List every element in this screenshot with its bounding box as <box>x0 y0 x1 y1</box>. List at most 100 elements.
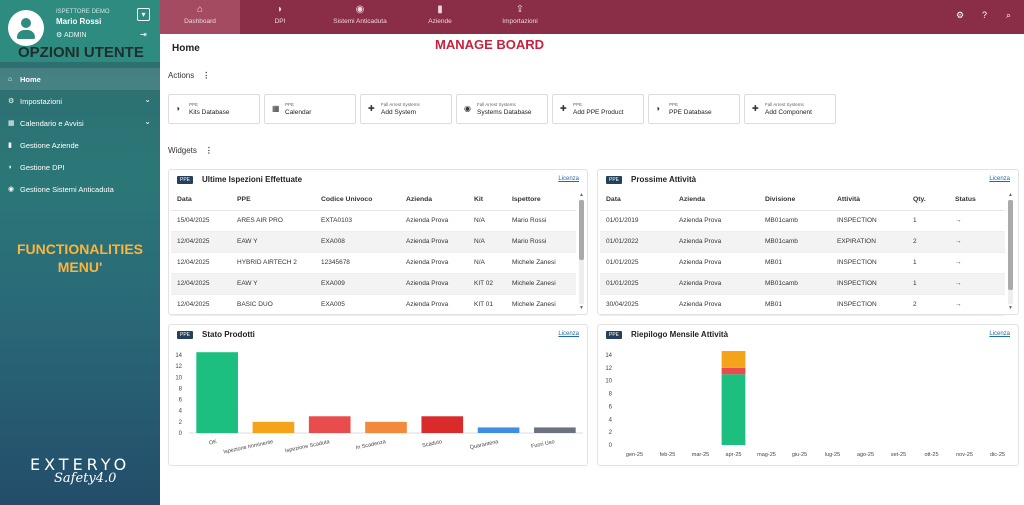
column-header[interactable]: Ispettore <box>506 190 576 211</box>
table-cell: EXA009 <box>315 273 400 295</box>
sidebar-item-home[interactable]: ⌂ Home <box>0 68 160 90</box>
scroll-up-icon[interactable]: ▲ <box>579 192 584 198</box>
table-row[interactable]: 01/01/2019 Azienda Prova MB01camb INSPECTIO… <box>600 210 1005 232</box>
inspections-widget: PPE Ultime Ispezioni Effettuate Licenza … <box>168 169 588 316</box>
y-tick-label: 6 <box>179 398 183 404</box>
settings-icon[interactable]: ⚙ <box>956 10 965 20</box>
column-header[interactable]: Divisione <box>759 190 831 211</box>
sidebar-item-aziende[interactable]: ▮ Gestione Aziende <box>0 134 160 156</box>
column-header[interactable]: Kit <box>468 190 506 211</box>
table-row[interactable]: 12/04/2025 EAW Y EXA009 Azienda Prova KIT 02… <box>171 273 576 295</box>
arrow-right-icon[interactable]: → <box>949 210 1005 232</box>
scroll-down-icon[interactable]: ▼ <box>579 305 584 311</box>
tab-dpi[interactable]: ◗ DPI <box>240 0 320 34</box>
licenza-link[interactable]: Licenza <box>558 176 579 182</box>
column-header[interactable]: Azienda <box>673 190 759 211</box>
table-row[interactable]: 15/04/2025 ARES AIR PRO EXTA0103 Azienda Pr… <box>171 210 576 232</box>
licenza-link[interactable]: Licenza <box>989 176 1010 182</box>
x-tick-label: apr-25 <box>726 452 742 458</box>
arrow-right-icon[interactable]: → <box>949 294 1005 316</box>
scroll-up-icon[interactable]: ▲ <box>1008 192 1013 198</box>
table-cell: Mario Rossi <box>506 210 576 232</box>
tab-aziende[interactable]: ▮ Aziende <box>400 0 480 34</box>
table-row[interactable]: 01/01/2025 Azienda Prova MB01camb INSPECTIO… <box>600 273 1005 295</box>
ppe-badge: PPE <box>606 331 623 339</box>
user-settings-button[interactable]: ▾ <box>137 8 150 21</box>
avatar[interactable] <box>8 10 44 46</box>
action-systems-database[interactable]: ◉ Fall Arrest Systems Systems Database <box>456 94 548 124</box>
table-cell: N/A <box>468 210 506 232</box>
table-row[interactable]: 01/01/2022 Azienda Prova MB01camb EXPIRATIO… <box>600 231 1005 253</box>
column-header[interactable]: Attività <box>831 190 907 211</box>
tab-dashboard[interactable]: ⌂ Dashboard <box>160 0 240 34</box>
scroll-down-icon[interactable]: ▼ <box>1008 305 1013 311</box>
column-header[interactable]: PPE <box>231 190 315 211</box>
column-header[interactable]: Data <box>600 190 673 211</box>
arrow-right-icon[interactable]: → <box>949 273 1005 295</box>
table-row[interactable]: 12/04/2025 EAW Y EXA008 Azienda Prova N/A Mar… <box>171 231 576 253</box>
table-row[interactable]: 12/04/2025 BASIC DUO EXA005 Azienda Prova KI… <box>171 294 576 316</box>
table-cell: HYBRID AIRTECH 2 <box>231 252 315 274</box>
bar <box>365 421 407 433</box>
action-add-ppe-product[interactable]: ✚ PPE Add PPE Product <box>552 94 644 124</box>
sidebar-item-calendario[interactable]: ▦ Calendario e Avvisi ⌄ <box>0 112 160 134</box>
x-tick-label: Quarantena <box>469 439 500 451</box>
tab-sistemi-anticaduta[interactable]: ◉ Sistemi Anticaduta <box>320 0 400 34</box>
activities-widget: PPE Prossime Attività Licenza Data Azien… <box>597 169 1019 316</box>
help-icon[interactable]: ? <box>982 10 988 20</box>
column-header[interactable]: Qty. <box>907 190 949 211</box>
column-header[interactable]: Codice Univoco <box>315 190 400 211</box>
table-cell: INSPECTION <box>831 294 907 316</box>
home-icon: ⌂ <box>196 4 204 15</box>
table-cell: EXA008 <box>315 231 400 253</box>
plus-icon: ✚ <box>560 104 567 113</box>
tab-importazioni[interactable]: ⇪ Importazioni <box>480 0 560 34</box>
column-header[interactable]: Status <box>949 190 1005 211</box>
action-add-system[interactable]: ✚ Fall Arrest Systems Add System <box>360 94 452 124</box>
bar <box>534 427 576 433</box>
shield-icon: ◗ <box>8 163 13 171</box>
action-ppe-database[interactable]: ◗ PPE PPE Database <box>648 94 740 124</box>
arrow-right-icon[interactable]: → <box>949 252 1005 274</box>
sidebar-item-label: Gestione Aziende <box>20 140 79 150</box>
sidebar-menu: ⌂ Home ⚙ Impostazioni ⌄ ▦ Calendario e A… <box>0 68 160 200</box>
table-row[interactable]: 12/04/2025 HYBRID AIRTECH 2 12345678 Aziend… <box>171 252 576 274</box>
search-icon[interactable]: ⌕ <box>1006 10 1012 20</box>
column-header[interactable]: Data <box>171 190 231 211</box>
tab-label: Dashboard <box>184 18 216 25</box>
licenza-link[interactable]: Licenza <box>558 331 579 337</box>
globe-icon: ◉ <box>8 186 15 193</box>
sidebar-item-impostazioni[interactable]: ⚙ Impostazioni ⌄ <box>0 90 160 112</box>
action-kits-database[interactable]: ◗ PPE Kits Database <box>168 94 260 124</box>
scrollbar[interactable] <box>1008 200 1013 304</box>
action-add-component[interactable]: ✚ Fall Arrest Systems Add Component <box>744 94 836 124</box>
product-status-chart: 0 2 4 6 8 10 12 14 OK Ispezione Imminente Ispezion… <box>175 352 583 456</box>
panel-header: PPE Riepilogo Mensile Attività Licenza <box>598 325 1018 345</box>
sidebar-item-anticaduta[interactable]: ◉ Gestione Sistemi Anticaduta <box>0 178 160 200</box>
licenza-link[interactable]: Licenza <box>989 331 1010 337</box>
kebab-icon[interactable]: ⋮ <box>204 146 213 155</box>
scrollbar[interactable] <box>579 200 584 304</box>
panel-header: PPE Stato Prodotti Licenza <box>169 325 587 345</box>
sidebar-item-label: Home <box>20 74 41 84</box>
arrow-right-icon[interactable]: → <box>949 231 1005 253</box>
y-tick-label: 14 <box>175 353 182 359</box>
y-tick-label: 10 <box>175 375 182 381</box>
table-row[interactable]: 01/01/2025 Azienda Prova MB01 INSPECTION 1 → <box>600 252 1005 274</box>
manage-board-annotation: MANAGE BOARD <box>435 37 545 52</box>
kebab-icon[interactable]: ⋮ <box>202 71 211 80</box>
action-calendar[interactable]: ▦ PPE Calendar <box>264 94 356 124</box>
table-cell: BASIC DUO <box>231 294 315 316</box>
sidebar-item-dpi[interactable]: ◗ Gestione DPI <box>0 156 160 178</box>
shield-icon: ◗ <box>656 104 661 113</box>
column-header[interactable]: Azienda <box>400 190 468 211</box>
table-row[interactable]: 30/04/2025 Azienda Prova MB01 INSPECTION 2 → <box>600 294 1005 316</box>
widgets-label-text: Widgets <box>168 146 197 155</box>
table-header-row: Data Azienda Divisione Attività Qty. Sta… <box>600 190 1005 211</box>
chevron-down-icon: ⌄ <box>144 95 151 104</box>
ppe-badge: PPE <box>177 331 194 339</box>
logout-icon[interactable]: ⇥ <box>140 30 147 39</box>
x-tick-label: gen-25 <box>626 452 643 458</box>
user-options-annotation: OPZIONI UTENTE <box>18 44 144 61</box>
x-tick-label: dic-25 <box>990 452 1005 458</box>
